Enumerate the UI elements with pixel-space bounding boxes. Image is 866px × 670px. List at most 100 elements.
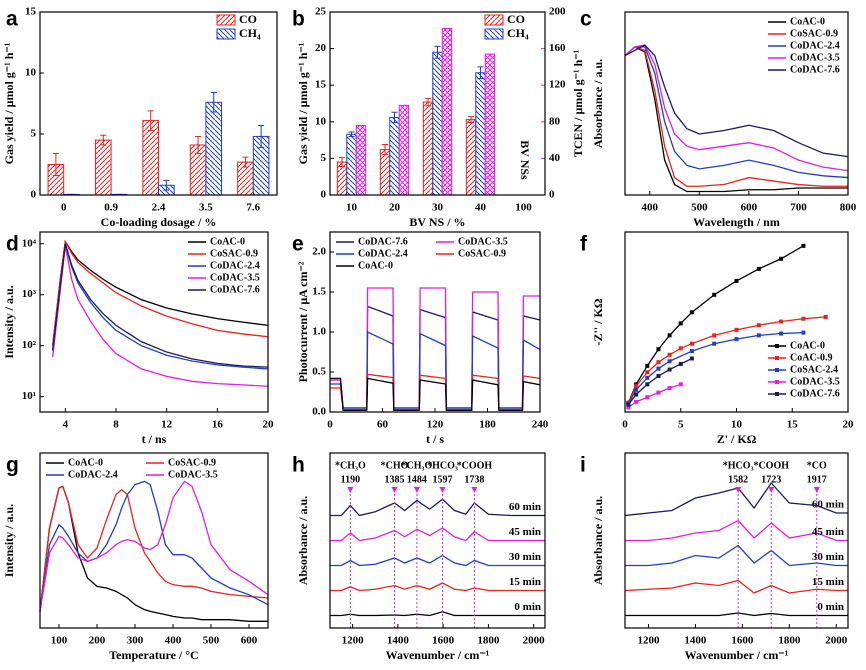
- x-tick-label: 600: [741, 202, 758, 214]
- x-tick-label: 200: [89, 635, 106, 647]
- error-bar: [100, 134, 107, 146]
- legend-label: CoAC-0: [68, 457, 103, 468]
- data-point: [801, 316, 806, 321]
- y-axis-label: Absorbance / a.u.: [296, 496, 310, 585]
- y-axis-label: Intensity / a.u.: [2, 285, 16, 358]
- data-line: [625, 612, 848, 617]
- peak-value: 1917: [807, 474, 827, 485]
- legend-label: CoDAC-3.5: [790, 52, 840, 63]
- y-tick-label: 0.5: [312, 366, 326, 378]
- data-point: [656, 366, 661, 371]
- y-axis-label: Intensity / a.u.: [2, 504, 16, 577]
- x-tick-label: 800: [840, 202, 857, 214]
- x-tick-label: 500: [203, 635, 220, 647]
- bar: [389, 116, 400, 196]
- x-tick-label: 0.9: [104, 202, 118, 214]
- y-axis-label: Gas yield / μmol g⁻¹ h⁻¹: [2, 42, 16, 164]
- data-line: [330, 527, 545, 542]
- data-point: [678, 382, 683, 387]
- data-point: [634, 399, 639, 404]
- panel-letter: i: [580, 454, 586, 477]
- peak-value: 1597: [432, 474, 452, 485]
- legend-label: CH₄: [507, 26, 529, 40]
- legend-swatch: [216, 14, 236, 26]
- y-tick-label: 25: [315, 6, 327, 18]
- plot-frame: [624, 452, 849, 629]
- data-line: [330, 498, 545, 517]
- peak-value: 1723: [761, 474, 781, 485]
- y-tick-label: 10⁴: [22, 237, 37, 249]
- data-line: [330, 287, 540, 409]
- peak-species: *CH₃O: [335, 460, 366, 471]
- data-line: [52, 239, 269, 346]
- y-tick-label: 0: [31, 189, 37, 201]
- y2-tick-label: 200: [549, 6, 566, 18]
- y-tick-label: 10: [25, 67, 37, 79]
- plot-frame: [624, 11, 849, 196]
- plot-frame: [329, 11, 546, 196]
- bar: [94, 139, 112, 196]
- x-tick-label: 2.4: [152, 202, 166, 214]
- legend-marker: [775, 380, 779, 384]
- data-point: [779, 331, 784, 336]
- series-label: 15 min: [812, 576, 844, 588]
- series-label: 60 min: [812, 499, 844, 511]
- y-tick-label: 15: [25, 6, 37, 18]
- data-line: [624, 481, 848, 517]
- data-point: [667, 359, 672, 364]
- x-tick-label: 12: [161, 419, 173, 431]
- x-axis-label: t / ns: [142, 432, 167, 446]
- panel-letter: c: [580, 8, 592, 31]
- y-tick-label: 15: [315, 79, 327, 91]
- data-point: [779, 256, 784, 261]
- y-axis-label: Absorbance / a.u.: [591, 496, 605, 585]
- y2-axis-label: TCEN / μmol g⁻¹ h⁻¹: [571, 49, 585, 157]
- series-label: 60 min: [509, 501, 541, 513]
- data-point: [626, 402, 631, 407]
- data-line: [624, 579, 848, 594]
- peak-arrow: [439, 487, 446, 493]
- data-point: [801, 330, 806, 335]
- data-point: [667, 333, 672, 338]
- data-point: [689, 310, 694, 315]
- x-tick-label: 180: [479, 419, 496, 431]
- y-tick-label: 1.0: [312, 326, 326, 338]
- x-tick-label: 400: [642, 202, 659, 214]
- data-point: [801, 243, 806, 248]
- data-point: [645, 363, 650, 368]
- peak-arrow: [347, 487, 354, 493]
- peak-arrow: [768, 487, 775, 493]
- error-bar: [382, 143, 389, 156]
- data-point: [712, 333, 717, 338]
- data-point: [656, 374, 661, 378]
- peak-value: 1385: [385, 474, 405, 485]
- x-tick-label: 3.5: [199, 202, 213, 214]
- peak-arrow: [813, 487, 820, 493]
- x-tick-label: 120: [427, 419, 444, 431]
- legend-label: CH₄: [239, 26, 261, 40]
- x-tick-label: 400: [165, 635, 182, 647]
- bar: [484, 53, 496, 196]
- x-tick-label: 0: [622, 419, 628, 431]
- plot-frame: [329, 452, 546, 629]
- data-line: [330, 611, 545, 617]
- panel-letter: d: [6, 233, 19, 256]
- legend-label: CoAC-0.9: [790, 352, 833, 363]
- legend-label: CoSAC-2.4: [790, 364, 838, 375]
- data-point: [678, 346, 683, 351]
- panel-letter: e: [292, 233, 304, 256]
- legend-label: CoSAC-0.9: [790, 28, 838, 39]
- legend-swatch: [484, 28, 504, 40]
- x-tick-label: 20: [389, 202, 401, 214]
- x-tick-label: 1600: [731, 635, 754, 647]
- y-tick-label: 10¹: [22, 390, 36, 402]
- data-line: [330, 377, 541, 412]
- annotation: BV NSs: [518, 140, 532, 180]
- y2-tick-label: 120: [549, 79, 566, 91]
- data-point: [734, 278, 739, 283]
- bar: [465, 119, 477, 196]
- x-tick-label: 1600: [432, 635, 455, 647]
- x-axis-label: t / s: [426, 432, 444, 446]
- error-bar: [425, 97, 432, 107]
